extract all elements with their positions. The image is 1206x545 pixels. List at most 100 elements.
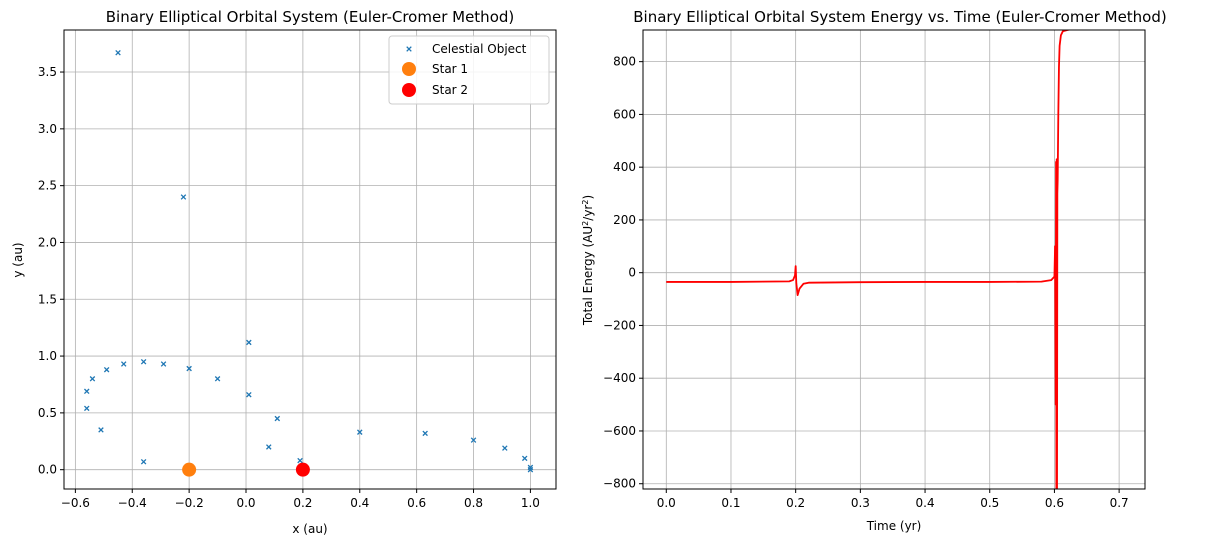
celestial-object-point-23-b — [180, 194, 187, 200]
energy-ytick-label-4: 0 — [628, 266, 636, 280]
celestial-object-point-11 — [160, 361, 167, 367]
energy-chart: Binary Elliptical Orbital System Energy … — [581, 8, 1167, 533]
energy-xtick-label-3: 0.3 — [851, 496, 870, 510]
celestial-object-point-21 — [297, 457, 303, 464]
orbit-xtick-label-4: 0.2 — [293, 496, 312, 510]
celestial-object-point-6 — [357, 429, 363, 435]
legend-marker-star-2 — [402, 83, 416, 97]
energy-xtick-label-0: 0.0 — [657, 496, 676, 510]
legend-marker-star-1 — [402, 62, 416, 76]
orbit-chart: Binary Elliptical Orbital System (Euler-… — [11, 8, 557, 536]
celestial-object-point-14 — [103, 366, 110, 373]
celestial-object-point-20-b — [266, 444, 272, 450]
orbit-ytick-label-6: 3.0 — [38, 122, 57, 136]
energy-grid — [643, 30, 1145, 489]
celestial-object-point-19 — [140, 458, 147, 465]
celestial-object-point-14-b — [103, 366, 110, 373]
celestial-object-point-13-b — [120, 361, 127, 367]
energy-xtick-label-6: 0.6 — [1045, 496, 1064, 510]
celestial-object-point-19-b — [140, 458, 147, 465]
orbit-plot-frame — [63, 29, 557, 490]
energy-marks — [666, 30, 1072, 489]
legend-label-celestial-object: Celestial Object — [432, 42, 527, 56]
orbit-ytick-label-1: 0.5 — [38, 406, 57, 420]
celestial-object-point-7 — [274, 415, 281, 422]
celestial-object-point-5-b — [422, 430, 428, 437]
energy-y-label-main: Total Energy (AU — [581, 226, 595, 326]
celestial-object-point-17-b — [83, 405, 90, 412]
legend-x-marker-b — [406, 46, 412, 52]
energy-xtick-label-5: 0.5 — [980, 496, 999, 510]
star-2-point — [295, 462, 310, 477]
orbit-marks — [83, 49, 534, 477]
celestial-object-point-21-b — [297, 457, 303, 464]
orbit-ytick-label-3: 1.5 — [38, 292, 57, 306]
energy-line — [666, 30, 1072, 489]
energy-ytick-label-1: −600 — [603, 424, 636, 438]
orbit-xtick-label-3: 0.0 — [236, 496, 255, 510]
celestial-object-point-16-b — [83, 388, 90, 395]
energy-y-label-sup2: 2 — [581, 200, 590, 205]
energy-xtick-label-2: 0.2 — [786, 496, 805, 510]
celestial-object-point-1-b — [527, 464, 534, 471]
orbit-legend: Celestial Object Star 1 Star 2 — [388, 35, 550, 105]
orbit-ytick-label-5: 2.5 — [38, 179, 57, 193]
energy-y-label-sup1: 2 — [581, 221, 590, 226]
energy-ytick-label-3: −200 — [603, 318, 636, 332]
energy-xtick-label-7: 0.7 — [1110, 496, 1129, 510]
celestial-object-point-2-b — [521, 455, 528, 462]
celestial-object-point-2 — [521, 455, 528, 462]
celestial-object-point-17 — [83, 405, 90, 412]
celestial-object-point-4-b — [470, 437, 477, 443]
orbit-ytick-label-4: 2.0 — [38, 235, 57, 249]
legend-label-star-2: Star 2 — [432, 83, 468, 97]
celestial-object-point-3 — [502, 445, 508, 451]
energy-plot-frame — [642, 29, 1146, 490]
celestial-object-point-18 — [98, 427, 104, 433]
celestial-object-point-8 — [246, 391, 252, 398]
celestial-object-point-10 — [186, 365, 192, 372]
orbit-ytick-label-2: 1.0 — [38, 349, 57, 363]
celestial-object-point-20 — [266, 444, 272, 450]
celestial-object-point-12 — [140, 358, 147, 365]
legend-box — [388, 35, 550, 105]
celestial-object-point-15-b — [89, 376, 96, 382]
celestial-object-point-22 — [246, 339, 252, 346]
energy-y-label-end: ) — [581, 195, 595, 200]
energy-x-axis-label: Time (yr) — [866, 519, 922, 533]
energy-ytick-label-7: 600 — [613, 107, 636, 121]
celestial-object-point-24-b — [115, 49, 121, 56]
orbit-xtick-label-1: −0.4 — [118, 496, 147, 510]
celestial-object-point-1 — [527, 464, 534, 471]
celestial-object-point-16 — [83, 388, 90, 395]
energy-ytick-label-2: −400 — [603, 371, 636, 385]
energy-ytick-label-0: −800 — [603, 477, 636, 491]
orbit-xtick-label-5: 0.4 — [350, 496, 369, 510]
orbit-ytick-label-0: 0.0 — [38, 463, 57, 477]
energy-ytick-label-8: 800 — [613, 55, 636, 69]
celestial-object-point-24 — [115, 49, 121, 56]
orbit-xtick-label-6: 0.6 — [407, 496, 426, 510]
celestial-object-point-15 — [89, 376, 96, 382]
energy-ytick-label-5: 200 — [613, 213, 636, 227]
celestial-object-point-22-b — [246, 339, 252, 346]
energy-ytick-label-6: 400 — [613, 160, 636, 174]
energy-y-axis-label: Total Energy (AU2/yr2) — [581, 195, 596, 326]
energy-ticks: 0.0 0.1 0.2 0.3 0.4 0.5 0.6 0.7 −800 −600 −400 −200… — [603, 55, 1129, 510]
legend-marker-celestial-object — [406, 46, 412, 52]
energy-xtick-label-1: 0.1 — [721, 496, 740, 510]
celestial-object-point-4 — [470, 437, 477, 443]
celestial-object-point-6-b — [357, 429, 363, 435]
celestial-object-point-5 — [422, 430, 428, 437]
energy-chart-title: Binary Elliptical Orbital System Energy … — [633, 8, 1166, 26]
orbit-grid — [64, 30, 556, 489]
celestial-object-point-11-b — [160, 361, 167, 367]
legend-label-star-1: Star 1 — [432, 62, 468, 76]
orbit-xtick-label-2: −0.2 — [175, 496, 204, 510]
orbit-chart-title: Binary Elliptical Orbital System (Euler-… — [106, 8, 515, 26]
celestial-object-point-8-b — [246, 391, 252, 398]
celestial-object-point-10-b — [186, 365, 192, 372]
celestial-object-point-18-b — [98, 427, 104, 433]
celestial-object-point-13 — [120, 361, 127, 367]
celestial-object-point-9-b — [214, 376, 221, 382]
